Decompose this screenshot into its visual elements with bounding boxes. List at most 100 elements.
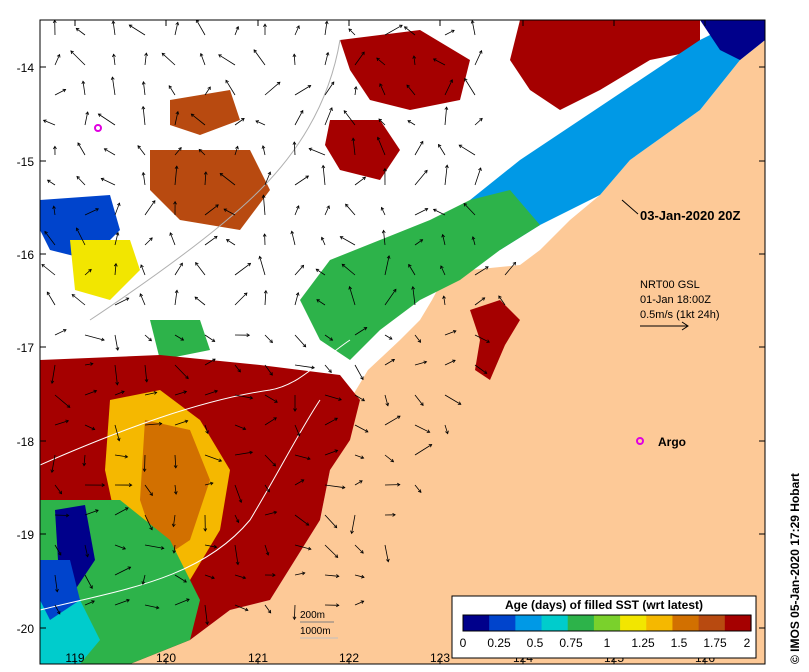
current-vector [384, 255, 390, 276]
current-vector-head [56, 53, 61, 58]
current-vector-head [424, 169, 428, 174]
current-vector-head [292, 53, 297, 58]
current-vector-head [144, 379, 149, 383]
current-vector-head [380, 206, 385, 211]
current-vector [384, 544, 389, 562]
current-vector-head [62, 88, 67, 93]
current-vector-head [458, 144, 463, 149]
current-vector [440, 265, 446, 276]
current-vector [114, 566, 131, 576]
current-vector [144, 364, 148, 382]
current-vector [294, 334, 306, 348]
current-vector [161, 53, 176, 66]
current-vector [200, 53, 206, 66]
current-vector [114, 599, 130, 606]
current-vector [113, 54, 116, 66]
current-vector [114, 263, 117, 276]
sst-patch-center [325, 120, 400, 180]
current-vector [324, 544, 338, 558]
current-vector-head [399, 24, 403, 29]
current-vector [174, 598, 190, 606]
current-vector-head [360, 455, 365, 459]
current-vector-head [81, 80, 86, 85]
current-vector-head [95, 509, 99, 513]
current-vector [264, 417, 277, 426]
current-vector-head [172, 550, 177, 554]
current-vector-head [403, 26, 408, 30]
lat-tick-label: -15 [17, 155, 35, 169]
current-vector [474, 364, 487, 374]
current-vector [173, 544, 176, 553]
colorbar-segment [672, 615, 700, 631]
current-vector [444, 29, 455, 36]
axis-ticks [40, 20, 765, 664]
colorbar-segment [567, 615, 595, 631]
current-vector-head [140, 264, 144, 268]
current-vector [140, 264, 146, 276]
current-vector [414, 208, 428, 216]
colorbar-segment [646, 615, 674, 631]
current-vector [51, 454, 56, 473]
current-vector-head [55, 588, 59, 593]
current-vector-head [452, 359, 456, 364]
current-vector-head [441, 233, 445, 238]
current-vector [264, 290, 267, 306]
current-vector-head [262, 233, 267, 237]
current-vector-head [199, 52, 204, 57]
current-vector-head [173, 465, 178, 469]
current-vector [316, 299, 326, 306]
current-vector [234, 604, 249, 611]
current-vector [114, 507, 129, 516]
current-scale-label: 0.5m/s (1kt 24h) [640, 309, 719, 321]
current-vector-head [235, 519, 240, 524]
colorbar: Age (days) of filled SST (wrt latest) 0 … [451, 595, 757, 659]
current-vector [142, 172, 146, 186]
current-vector-head [149, 526, 153, 531]
current-vector-head [305, 175, 310, 179]
current-vector [204, 358, 216, 366]
current-vector-head [242, 575, 247, 580]
colorbar-tick-label: 1.75 [703, 636, 727, 650]
current-vector-head [218, 458, 223, 462]
current-vector [414, 484, 422, 493]
current-vector-head [266, 488, 270, 493]
current-vector [144, 200, 156, 216]
current-vector [294, 479, 305, 486]
current-vector-head [91, 600, 95, 604]
current-vector [444, 165, 448, 186]
current-vector [234, 118, 245, 126]
current-vector [444, 359, 456, 366]
current-vector-head [195, 261, 199, 266]
current-vector-head [211, 338, 216, 342]
current-vector [381, 207, 386, 216]
colorbar-tick-label: 0 [460, 636, 467, 650]
current-vector-head [300, 264, 305, 269]
current-vector [234, 292, 248, 306]
current-vector [321, 237, 326, 246]
current-vector-head [442, 295, 446, 299]
current-vector [114, 391, 125, 396]
current-vector-head [479, 117, 483, 122]
current-vector-head [428, 444, 433, 448]
current-vector-head [392, 512, 396, 517]
current-vector-head [209, 481, 214, 486]
current-vector-head [46, 179, 51, 184]
current-vector-head [225, 79, 229, 84]
current-vector-head [183, 390, 188, 394]
current-vector-head [137, 145, 141, 149]
current-vector-head [432, 208, 437, 213]
current-vector-head [341, 485, 346, 490]
current-vector [204, 334, 215, 342]
current-vector-head [336, 603, 340, 608]
current-vector [444, 424, 449, 434]
current-vector-head [478, 49, 483, 54]
current-vector-head [88, 268, 92, 273]
current-vector-head [101, 483, 106, 488]
current-vector-head [142, 468, 147, 473]
current-vector [71, 294, 86, 306]
colorbar-tick-label: 1.5 [671, 636, 688, 650]
current-vector-head [273, 417, 277, 421]
colorbar-tick-label: 1 [604, 636, 611, 650]
current-vector-head [290, 230, 295, 235]
current-vector-head [261, 145, 266, 149]
